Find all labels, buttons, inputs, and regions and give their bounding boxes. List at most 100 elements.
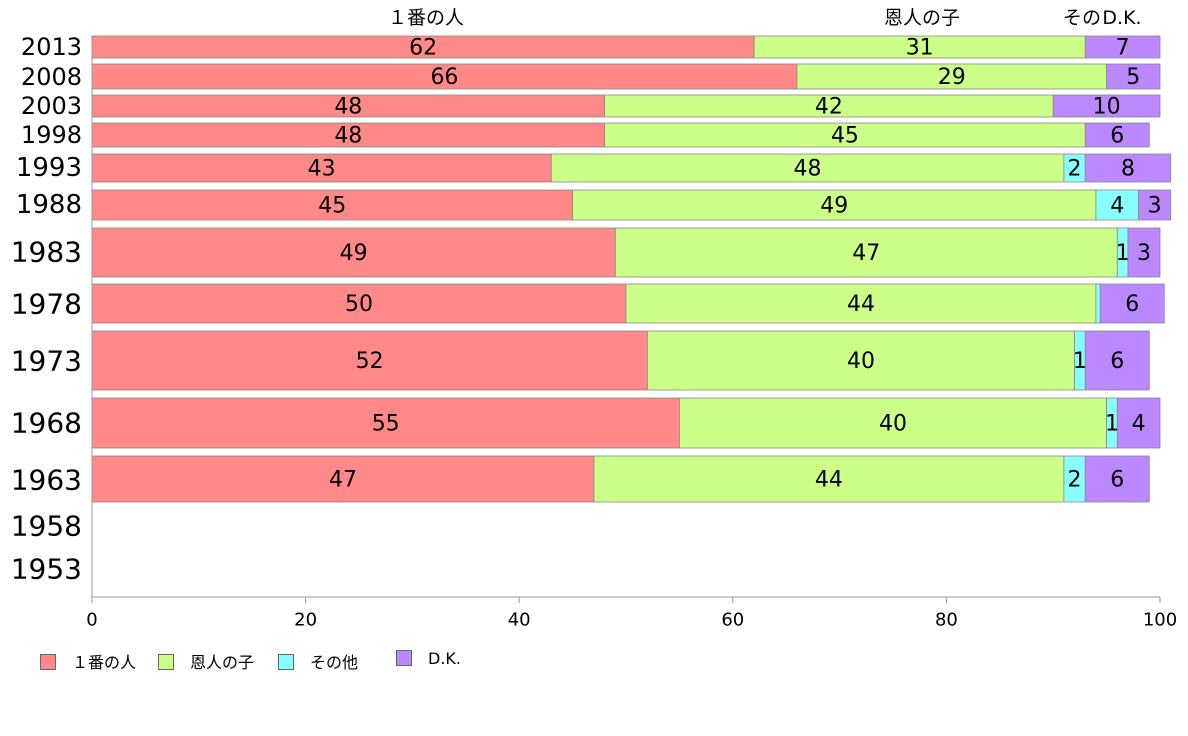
- data-label: 43: [308, 157, 336, 182]
- y-tick-label: 1973: [11, 345, 82, 378]
- legend-swatch-2: [158, 654, 174, 670]
- bar-segment: [1095, 189, 1140, 221]
- data-label: 40: [847, 349, 875, 374]
- data-label: 50: [345, 292, 373, 317]
- x-tick-label: 100: [1143, 610, 1177, 631]
- data-label: 5: [1126, 65, 1140, 90]
- legend-item-2: 恩人の子: [158, 649, 254, 673]
- data-label: 31: [906, 36, 934, 61]
- data-label: 48: [334, 124, 362, 149]
- data-label: 45: [318, 194, 346, 219]
- data-label: 47: [852, 241, 880, 266]
- data-label: 4: [1110, 194, 1124, 219]
- top-category-label: D.K.: [1102, 7, 1141, 29]
- bar-segment: [1106, 63, 1161, 90]
- data-label: 3: [1148, 194, 1162, 219]
- data-label: 42: [815, 95, 843, 120]
- bar-segment: [1084, 35, 1161, 59]
- x-tick-label: 40: [508, 610, 531, 631]
- bar-segment: [91, 330, 648, 391]
- data-label: 55: [372, 412, 400, 437]
- data-label: 48: [794, 157, 822, 182]
- data-label: 48: [334, 95, 362, 120]
- data-label: 52: [356, 349, 384, 374]
- data-label: 6: [1110, 349, 1124, 374]
- data-label: 44: [815, 468, 843, 493]
- x-tick-label: 0: [86, 610, 97, 631]
- x-tick-label: 20: [294, 610, 317, 631]
- bar-segment: [91, 189, 574, 221]
- y-tick-label: 2008: [21, 63, 82, 91]
- top-category-label: その: [1063, 7, 1101, 29]
- data-label: 6: [1110, 468, 1124, 493]
- top-category-label: １番の人: [388, 7, 464, 29]
- y-tick-label: 1993: [16, 153, 82, 183]
- data-label: 2: [1068, 468, 1082, 493]
- bar-segment: [1095, 283, 1101, 324]
- x-tick-label: 60: [721, 610, 744, 631]
- data-label: 62: [409, 36, 437, 61]
- data-label: 29: [938, 65, 966, 90]
- legend-swatch-3: [278, 654, 294, 670]
- data-label: 1: [1116, 241, 1130, 266]
- data-label: 45: [831, 124, 859, 149]
- data-label: 44: [847, 292, 875, 317]
- data-label: 6: [1125, 292, 1139, 317]
- legend-item-1: １番の人: [40, 649, 136, 673]
- data-label: 4: [1132, 412, 1146, 437]
- bar-segment: [1138, 189, 1172, 221]
- y-tick-label: 1998: [21, 121, 82, 149]
- data-label: 1: [1073, 349, 1087, 374]
- x-tick-label: 80: [935, 610, 958, 631]
- bar-segment: [550, 153, 1065, 183]
- data-label: 7: [1116, 36, 1130, 61]
- y-tick-label: 1963: [11, 464, 82, 497]
- y-tick-label: 1968: [11, 407, 82, 440]
- data-label: 10: [1093, 95, 1121, 120]
- bar-segment: [625, 283, 1097, 324]
- bar-segment: [1084, 153, 1172, 183]
- data-label: 8: [1121, 157, 1135, 182]
- legend-item-3: その他: [278, 649, 358, 673]
- bar-segment: [1127, 227, 1161, 278]
- data-label: 49: [820, 194, 848, 219]
- y-tick-label: 2013: [21, 33, 82, 61]
- bar-segment: [91, 283, 627, 324]
- data-label: 1: [1105, 412, 1119, 437]
- y-tick-label: 2003: [21, 92, 82, 120]
- data-label: 40: [879, 412, 907, 437]
- legend-swatch-1: [40, 654, 56, 670]
- bar-segment: [1084, 330, 1150, 391]
- y-tick-label: 1983: [11, 236, 82, 269]
- legend-label-1: １番の人: [72, 653, 137, 672]
- legend-swatch-4: [396, 650, 412, 666]
- bar-segment: [646, 330, 1075, 391]
- bar-segment: [1052, 94, 1161, 118]
- y-tick-label: 1953: [11, 553, 82, 586]
- y-tick-label: 1958: [11, 510, 82, 543]
- bar-segment: [1116, 397, 1161, 449]
- data-label: 6: [1110, 124, 1124, 149]
- data-label: 49: [340, 241, 368, 266]
- y-tick-label: 1988: [16, 190, 82, 220]
- bar-segment: [91, 122, 606, 148]
- bar-segment: [1099, 283, 1165, 324]
- legend-label-2: 恩人の子: [190, 653, 255, 672]
- bar-segment: [91, 227, 616, 278]
- data-label: 47: [329, 468, 357, 493]
- bar-segment: [1084, 122, 1150, 148]
- legend-item-4: D.K.: [396, 649, 461, 668]
- legend-label-3: その他: [310, 653, 359, 672]
- legend-label-4: D.K.: [428, 649, 461, 668]
- bar-segment: [572, 189, 1097, 221]
- y-tick-label: 1978: [11, 288, 82, 321]
- data-label: 2: [1068, 157, 1082, 182]
- bar-segment: [614, 227, 1118, 278]
- top-category-label: 恩人の子: [884, 7, 960, 29]
- bar-segment: [796, 63, 1108, 90]
- bar-segment: [679, 397, 1108, 449]
- data-label: 66: [430, 65, 458, 90]
- data-label: 3: [1137, 241, 1151, 266]
- bar-segment: [1084, 455, 1150, 503]
